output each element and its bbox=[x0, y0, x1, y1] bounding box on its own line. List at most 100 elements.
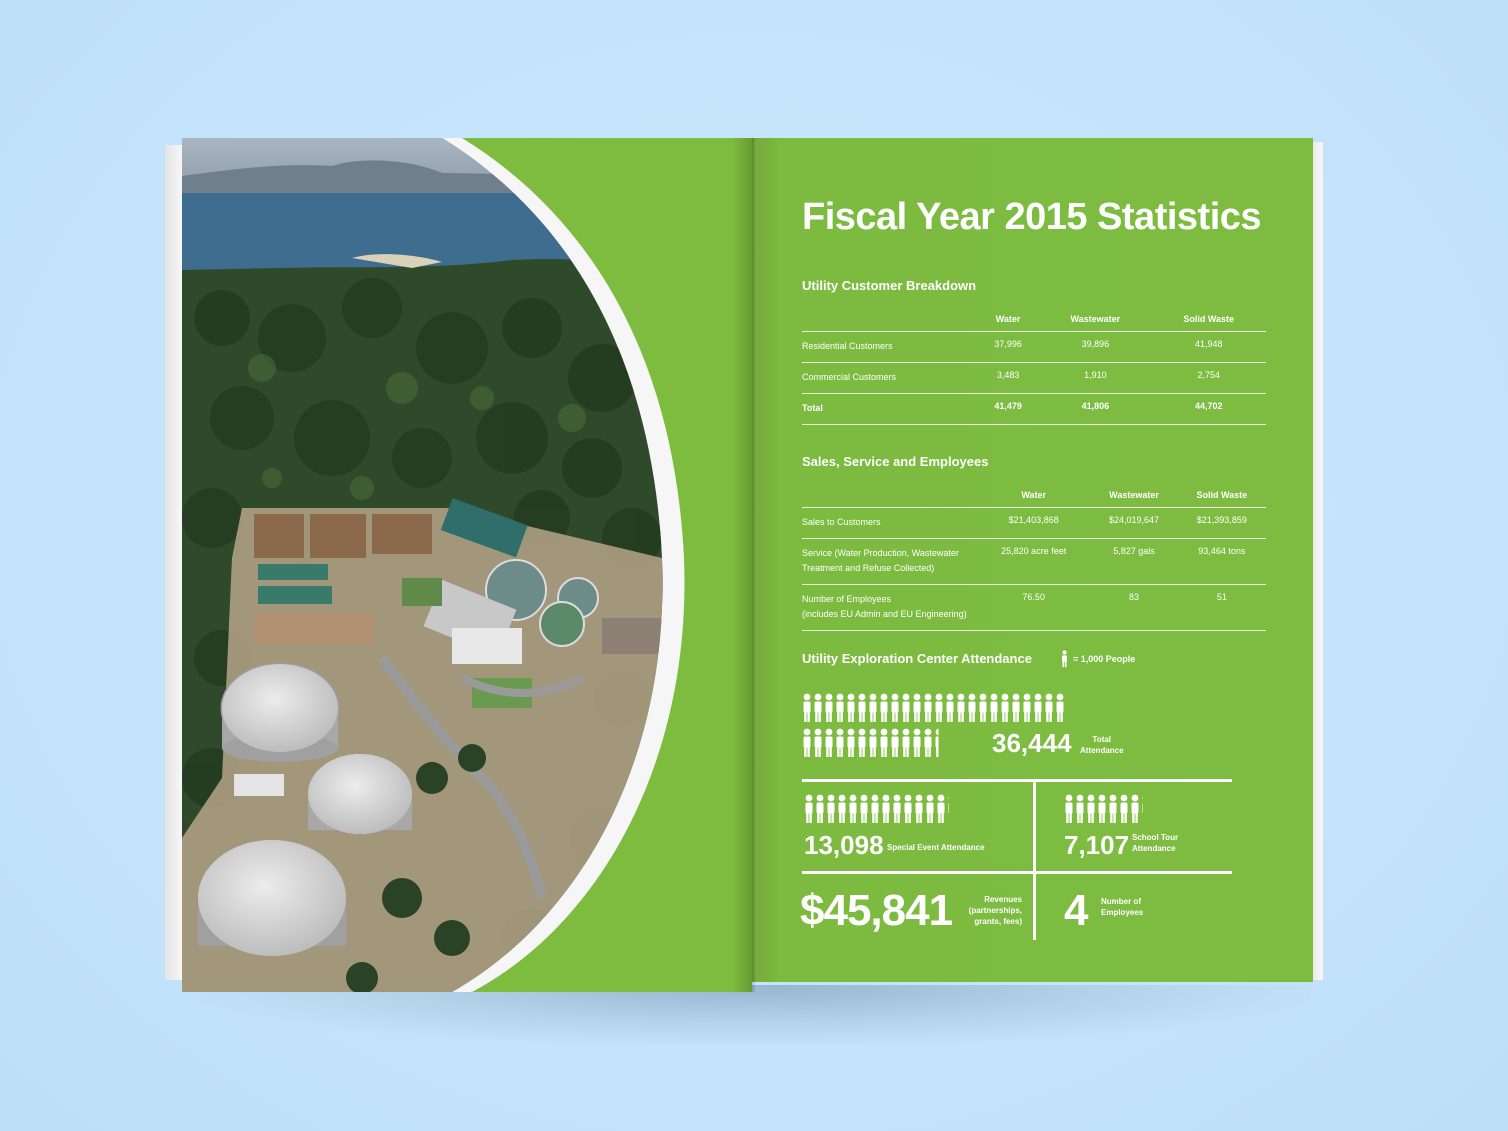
person-icon bbox=[838, 794, 846, 823]
col-water: Water bbox=[977, 314, 1040, 332]
person-icon bbox=[880, 693, 888, 722]
person-icon bbox=[1023, 693, 1031, 722]
page-title: Fiscal Year 2015 Statistics bbox=[802, 196, 1262, 238]
person-icon bbox=[1056, 693, 1064, 722]
person-icon bbox=[913, 728, 921, 757]
person-icon bbox=[913, 693, 921, 722]
left-page bbox=[182, 138, 752, 992]
col-water: Water bbox=[977, 490, 1091, 508]
person-icon bbox=[924, 728, 932, 757]
person-icon bbox=[882, 794, 890, 823]
person-icon bbox=[1065, 794, 1073, 823]
row-label-line2: Treatment and Refuse Collected) bbox=[802, 563, 935, 573]
person-icon bbox=[1001, 693, 1009, 722]
cell: 39,896 bbox=[1039, 331, 1152, 363]
person-icon bbox=[847, 728, 855, 757]
sales-service-heading: Sales, Service and Employees bbox=[802, 454, 989, 469]
person-icon bbox=[904, 794, 912, 823]
row-label-line1: Service (Water Production, Wastewater bbox=[802, 548, 959, 558]
person-icon bbox=[957, 693, 965, 722]
person-icon bbox=[827, 794, 835, 823]
table-header-blank bbox=[802, 490, 977, 508]
attendance-legend: = 1,000 People bbox=[1060, 650, 1135, 668]
person-icon bbox=[1109, 794, 1117, 823]
cell: 51 bbox=[1177, 584, 1266, 631]
cell: 1,910 bbox=[1039, 362, 1152, 394]
person-icon bbox=[1098, 794, 1106, 823]
person-icon bbox=[935, 728, 939, 757]
col-wastewater: Wastewater bbox=[1090, 490, 1178, 508]
divider-horizontal-middle bbox=[802, 871, 1232, 874]
revenues-label-line3: grants, fees) bbox=[974, 917, 1022, 926]
person-icon bbox=[880, 728, 888, 757]
cell: 76.50 bbox=[977, 584, 1091, 631]
person-icon bbox=[1045, 693, 1053, 722]
total-attendance-value: 36,444 bbox=[992, 728, 1072, 758]
aerial-photo bbox=[182, 138, 685, 992]
people-row-total-2 bbox=[802, 728, 944, 758]
revenues-value: $45,841 bbox=[800, 886, 953, 935]
row-label-line1: Number of Employees bbox=[802, 594, 892, 604]
table-row: Service (Water Production, Wastewater Tre… bbox=[802, 538, 1266, 585]
total-label-line1: Total bbox=[1092, 735, 1112, 744]
total-attendance-label: Total Attendance bbox=[1080, 734, 1124, 756]
person-icon bbox=[968, 693, 976, 722]
cell: $24,019,647 bbox=[1090, 507, 1178, 539]
school-tour-label: School Tour Attendance bbox=[1132, 832, 1178, 854]
table-header-blank bbox=[802, 314, 977, 332]
cell: 41,806 bbox=[1039, 393, 1152, 425]
person-icon bbox=[869, 728, 877, 757]
cell: 93,464 tons bbox=[1177, 538, 1266, 585]
school-tour-label-line1: School Tour bbox=[1132, 833, 1179, 842]
cell: 5,827 gals bbox=[1090, 538, 1178, 585]
person-icon bbox=[825, 693, 833, 722]
row-label: Sales to Customers bbox=[802, 507, 977, 539]
employees-label-line1: Number of bbox=[1101, 897, 1141, 906]
person-icon bbox=[1012, 693, 1020, 722]
right-page-edge bbox=[1311, 142, 1323, 980]
customer-breakdown-table: Water Wastewater Solid Waste Residential… bbox=[802, 314, 1266, 425]
right-page: Fiscal Year 2015 Statistics Utility Cust… bbox=[752, 138, 1313, 982]
customer-breakdown-heading: Utility Customer Breakdown bbox=[802, 278, 977, 293]
cell: 83 bbox=[1090, 584, 1178, 631]
table-row: Sales to Customers $21,403,868 $24,019,6… bbox=[802, 507, 1266, 539]
employees-value: 4 bbox=[1064, 886, 1089, 935]
table-row-total: Total 41,479 41,806 44,702 bbox=[802, 393, 1266, 425]
person-icon bbox=[990, 693, 998, 722]
divider-vertical bbox=[1033, 782, 1036, 940]
row-label: Residential Customers bbox=[802, 331, 977, 363]
table-row: Commercial Customers 3,483 1,910 2,754 bbox=[802, 362, 1266, 394]
person-icon bbox=[915, 794, 923, 823]
attendance-heading: Utility Exploration Center Attendance bbox=[802, 651, 1032, 666]
cell: $21,393,859 bbox=[1177, 507, 1266, 539]
table-row: Number of Employees (includes EU Admin an… bbox=[802, 584, 1266, 631]
person-icon bbox=[816, 794, 824, 823]
row-label-line2: (includes EU Admin and EU Engineering) bbox=[802, 609, 967, 619]
person-icon bbox=[1120, 794, 1128, 823]
person-icon bbox=[946, 693, 954, 722]
cell: 37,996 bbox=[977, 331, 1040, 363]
left-page-edge bbox=[165, 145, 183, 980]
table-header-row: Water Wastewater Solid Waste bbox=[802, 490, 1266, 508]
person-icon bbox=[814, 693, 822, 722]
revenues-label-line1: Revenues bbox=[984, 895, 1022, 904]
person-icon bbox=[814, 728, 822, 757]
person-icon bbox=[902, 693, 910, 722]
person-icon bbox=[805, 794, 813, 823]
person-icon bbox=[1087, 794, 1095, 823]
book-spine bbox=[732, 138, 772, 992]
person-icon bbox=[836, 693, 844, 722]
cell: $21,403,868 bbox=[977, 507, 1091, 539]
row-label: Commercial Customers bbox=[802, 362, 977, 394]
school-tour-label-line2: Attendance bbox=[1132, 844, 1176, 853]
special-event-label: Special Event Attendance bbox=[887, 843, 985, 852]
cell: 25,820 acre feet bbox=[977, 538, 1091, 585]
person-icon bbox=[902, 728, 910, 757]
col-solid-waste: Solid Waste bbox=[1151, 314, 1266, 332]
cell: 3,483 bbox=[977, 362, 1040, 394]
people-row-school-tour bbox=[1064, 794, 1151, 824]
people-row-total-1 bbox=[802, 693, 1065, 723]
person-icon bbox=[847, 693, 855, 722]
person-icon bbox=[1062, 650, 1067, 668]
person-icon bbox=[1131, 794, 1139, 823]
